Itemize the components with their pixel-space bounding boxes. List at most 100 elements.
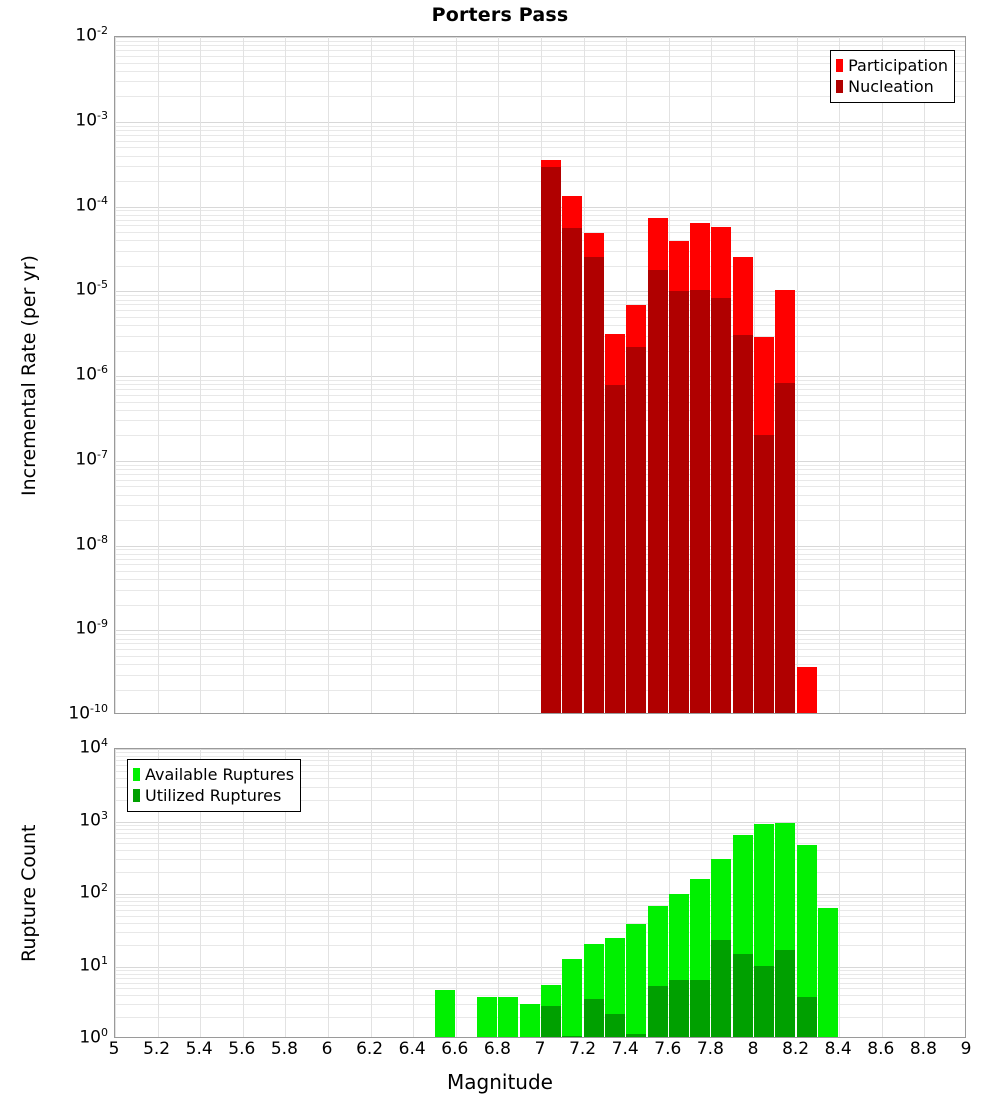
bar-segment-outer [817,908,838,1037]
x-tick-label: 6.2 [356,1039,384,1059]
bar-segment-inner [711,298,732,713]
y-tick-label: 101 [79,953,108,976]
bar-group [498,749,519,1037]
x-tick-label: 5.6 [228,1039,256,1059]
x-tick-label: 7.6 [654,1039,682,1059]
bar-group [562,749,583,1037]
legend-label-available-ruptures: Available Ruptures [145,764,295,784]
bar-segment-inner [562,227,583,713]
x-tick-label: 6.8 [483,1039,511,1059]
bar-segment-inner [754,965,775,1037]
y-axis-label-bottom: Rupture Count [18,824,40,963]
x-axis-label: Magnitude [447,1070,553,1094]
bar-group [796,749,817,1037]
bar-segment-inner [626,1034,647,1037]
bar-segment-outer [498,996,519,1037]
y-tick-label: 10-5 [75,278,108,300]
grid-lines-top [115,37,965,713]
bar-segment-inner [626,346,647,713]
x-tick-label: 7 [534,1039,546,1059]
bar-group [668,749,689,1037]
legend-item-participation: Participation [836,55,948,76]
bar-group [796,37,817,713]
x-tick-label: 5.8 [270,1039,298,1059]
bar-group [583,37,604,713]
bar-segment-inner [668,980,689,1037]
bar-group [754,749,775,1037]
legend-swatch-nucleation [836,80,844,93]
bar-segment-inner [647,985,668,1037]
bar-segment-inner [690,290,711,713]
bar-segment-inner [732,334,753,713]
bar-segment-inner [562,1035,583,1037]
bar-segment-inner [604,384,625,713]
y-tick-label: 100 [79,1026,108,1048]
legend-item-nucleation: Nucleation [836,76,948,97]
bar-group [775,37,796,713]
x-tick-label: 6.6 [441,1039,469,1059]
bar-segment-inner [711,939,732,1037]
bar-segment-inner [690,979,711,1037]
x-tick-label: 8.2 [782,1039,810,1059]
x-tick-label: 5.2 [143,1039,171,1059]
x-tick-label: 7.4 [611,1039,639,1059]
bar-segment-inner [541,1005,562,1037]
bar-segment-outer [562,958,583,1037]
bar-group [647,749,668,1037]
chart-title: Porters Pass [431,4,569,26]
bar-segment-inner [541,166,562,713]
bar-segment-outer [796,844,817,1037]
y-tick-label: 10-8 [75,532,108,555]
bar-segment-outer [477,996,498,1037]
y-tick-label: 10-10 [68,702,108,724]
bar-segment-inner [604,1013,625,1037]
x-tick-label: 8.8 [909,1039,937,1059]
bar-group [626,749,647,1037]
bar-group [711,37,732,713]
bar-group [583,749,604,1037]
y-tick-label: 10-9 [75,617,108,639]
x-tick-label: 9 [960,1039,972,1059]
bar-segment-outer [626,924,647,1037]
bar-segment-inner [775,383,796,713]
y-tick-label: 10-2 [75,24,108,46]
bar-group [604,37,625,713]
x-tick-label: 7.2 [569,1039,597,1059]
y-tick-label: 10-6 [75,363,108,385]
bar-segment-inner [775,949,796,1037]
legend-label-utilized-ruptures: Utilized Ruptures [145,785,282,805]
legend-swatch-available-ruptures [133,768,140,781]
x-tick-label: 6 [321,1039,333,1059]
y-tick-label: 102 [79,881,108,903]
bar-group [817,749,838,1037]
rupture-count-plot: Available Ruptures Utilized Ruptures [114,748,966,1038]
legend-label-participation: Participation [848,55,948,75]
bar-group [732,749,753,1037]
bar-group [541,749,562,1037]
bar-group [626,37,647,713]
bar-group [477,749,498,1037]
bar-segment-inner [583,257,604,713]
bar-segment-inner [583,998,604,1037]
x-tick-label: 5 [108,1039,120,1059]
bar-segment-inner [668,291,689,713]
bar-segment-outer [519,1003,540,1037]
bar-group [434,749,455,1037]
y-tick-label: 10-3 [75,108,108,131]
bar-group [519,749,540,1037]
bar-group [690,37,711,713]
legend-bottom: Available Ruptures Utilized Ruptures [127,759,302,812]
bar-group [732,37,753,713]
bar-group [754,37,775,713]
bars-bottom [115,749,965,1037]
bars-top [115,37,965,713]
bar-segment-outer [434,990,455,1037]
y-tick-label: 10-4 [75,193,108,216]
legend-swatch-utilized-ruptures [133,789,140,802]
legend-item-utilized-ruptures: Utilized Ruptures [133,785,294,806]
bar-segment-inner [754,435,775,713]
legend-top: Participation Nucleation [830,50,955,103]
x-tick-label: 6.4 [398,1039,426,1059]
x-tick-label: 8.4 [824,1039,852,1059]
bar-segment-inner [732,953,753,1037]
